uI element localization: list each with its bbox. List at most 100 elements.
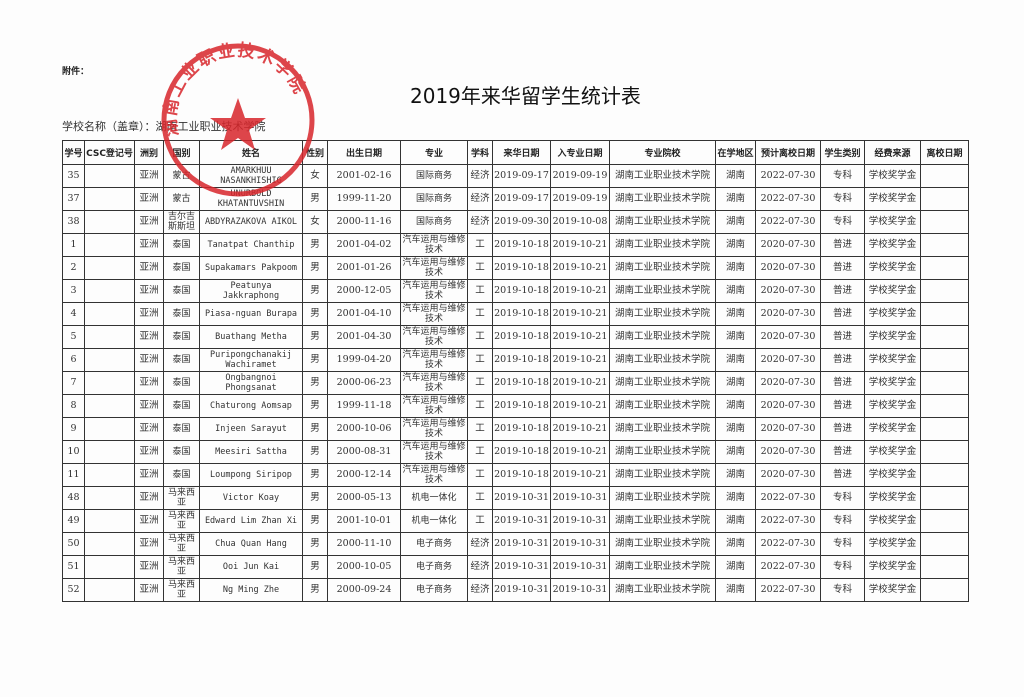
table-cell: 男 [302,302,328,326]
table-cell [920,348,969,372]
table-cell: 2000-11-16 [327,210,401,234]
table-cell: 泰国 [163,233,200,257]
table-cell: 泰国 [163,371,200,395]
table-row: 37 亚洲 蒙古 UNURBOLD KHATANTUVSHIN 男 1999-11-20 国… [62,187,969,211]
column-header: 经费来源 [864,140,921,165]
table-cell [920,256,969,280]
table-cell: 2020-07-30 [755,302,821,326]
table-cell [920,187,969,211]
table-cell: 2001-04-30 [327,325,401,349]
table-cell [84,233,135,257]
table-cell: 2001-02-16 [327,164,401,188]
table-cell [84,463,135,487]
table-cell: 普进 [820,256,865,280]
table-cell: 普进 [820,463,865,487]
table-cell: 亚洲 [134,279,164,303]
column-header: 学科 [467,140,493,165]
table-cell: 51 [62,555,85,579]
table-cell: 1999-11-18 [327,394,401,418]
table-cell: 亚洲 [134,509,164,533]
table-cell: 湖南 [715,187,756,211]
table-cell: 亚洲 [134,187,164,211]
table-cell: 2000-10-06 [327,417,401,441]
table-cell: 38 [62,210,85,234]
table-cell: 泰国 [163,256,200,280]
table-cell: 学校奖学金 [864,532,921,556]
table-cell: 湖南工业职业技术学院 [609,279,716,303]
table-cell: 普进 [820,302,865,326]
table-cell: Piasa-nguan Burapa [199,302,303,326]
table-cell: 湖南 [715,210,756,234]
table-cell: 亚洲 [134,417,164,441]
table-cell: 2020-07-30 [755,348,821,372]
table-cell: 工 [467,325,493,349]
table-cell: 学校奖学金 [864,256,921,280]
table-cell: 男 [302,532,328,556]
column-header: 来华日期 [492,140,551,165]
table-row: 51 亚洲 马来西亚 Ooi Jun Kai 男 2000-10-05 电子商务 经济 2019… [62,555,969,579]
table-cell: 亚洲 [134,371,164,395]
table-cell: 2019-10-31 [492,578,551,602]
table-cell: 普进 [820,371,865,395]
table-cell: 工 [467,417,493,441]
table-cell: 湖南 [715,463,756,487]
table-cell [920,325,969,349]
table-cell: 6 [62,348,85,372]
table-cell: 2020-07-30 [755,463,821,487]
table-cell: 2019-10-31 [550,532,610,556]
table-cell: 湖南工业职业技术学院 [609,394,716,418]
table-cell: 湖南 [715,394,756,418]
table-cell: 2020-07-30 [755,279,821,303]
table-cell: 2000-06-23 [327,371,401,395]
table-cell [920,279,969,303]
table-cell: 湖南工业职业技术学院 [609,555,716,579]
table-cell: 亚洲 [134,164,164,188]
table-cell: 湖南 [715,348,756,372]
table-cell: 专科 [820,555,865,579]
column-header: 性别 [302,140,328,165]
table-cell: 2000-10-05 [327,555,401,579]
table-cell: 湖南工业职业技术学院 [609,302,716,326]
table-cell [84,256,135,280]
table-cell: 学校奖学金 [864,371,921,395]
table-cell: 2019-10-21 [550,417,610,441]
table-cell: 工 [467,486,493,510]
table-cell: 亚洲 [134,325,164,349]
table-header-row: 学号 CSC登记号 洲别 国别 姓名 性别 出生日期 专业 学科 来华日期 入专业日期 专业院校 在学地… [62,140,969,165]
table-cell [84,578,135,602]
table-row: 48 亚洲 马来西亚 Victor Koay 男 2000-05-13 机电一体化工 2019… [62,486,969,510]
table-row: 5 亚洲 泰国 Buathang Metha 男 2001-04-30 汽车运用与维修技术工… [62,325,969,349]
table-cell: 湖南工业职业技术学院 [609,233,716,257]
table-cell: 湖南工业职业技术学院 [609,509,716,533]
table-cell: 35 [62,164,85,188]
table-cell: 湖南 [715,302,756,326]
column-header: 离校日期 [920,140,969,165]
table-row: 2 亚洲 泰国 Supakamars Pakpoom 男 2001-01-26 汽车运用与维… [62,256,969,280]
table-cell: 专科 [820,532,865,556]
table-cell: 7 [62,371,85,395]
table-cell: 汽车运用与维修技术 [400,348,468,372]
table-cell [920,486,969,510]
table-cell: 工 [467,394,493,418]
table-cell: 湖南 [715,440,756,464]
table-cell: 女 [302,210,328,234]
table-cell: 50 [62,532,85,556]
table-cell: 普进 [820,325,865,349]
table-cell: 2 [62,256,85,280]
table-cell: 2020-07-30 [755,371,821,395]
table-cell: 学校奖学金 [864,394,921,418]
table-cell: 2019-10-31 [550,486,610,510]
table-cell: 2019-10-21 [550,371,610,395]
table-cell [84,279,135,303]
table-cell: 工 [467,233,493,257]
column-header: 出生日期 [327,140,401,165]
table-cell: 2019-10-18 [492,256,551,280]
table-cell: 湖南工业职业技术学院 [609,187,716,211]
column-header: 专业院校 [609,140,716,165]
table-row: 4 亚洲 泰国 Piasa-nguan Burapa 男 2001-04-10 汽车运用与维… [62,302,969,326]
table-cell: 男 [302,463,328,487]
table-cell: 学校奖学金 [864,463,921,487]
table-cell: 2019-10-21 [550,279,610,303]
table-cell: 经济 [467,532,493,556]
table-cell: 1999-04-20 [327,348,401,372]
